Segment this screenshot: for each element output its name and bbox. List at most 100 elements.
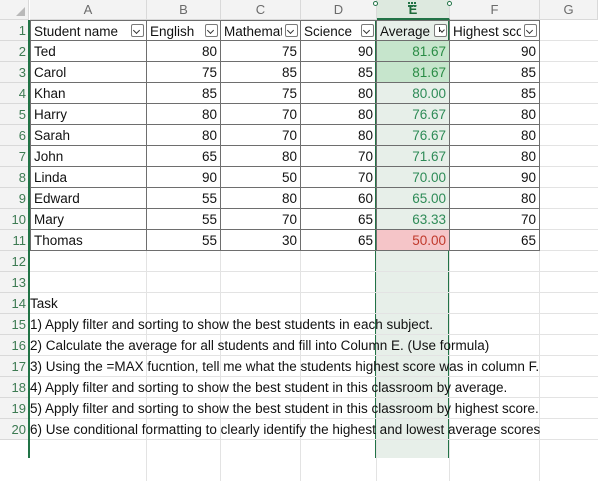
column-header-a[interactable]: A: [30, 0, 147, 20]
row-header-20[interactable]: 20: [0, 419, 29, 440]
highest-score-cell[interactable]: 80: [450, 188, 540, 209]
mathematics-cell[interactable]: 80: [221, 188, 301, 209]
column-drag-handle-icon[interactable]: [408, 2, 417, 8]
student-name-cell[interactable]: Carol: [30, 62, 147, 83]
science-cell[interactable]: 80: [301, 83, 377, 104]
row-header-11[interactable]: 11: [0, 230, 29, 251]
average-cell[interactable]: 81.67: [377, 62, 450, 83]
english-cell[interactable]: 55: [147, 230, 221, 251]
student-name-cell[interactable]: Harry: [30, 104, 147, 125]
student-name-cell[interactable]: Ted: [30, 41, 147, 62]
mathematics-cell[interactable]: 70: [221, 209, 301, 230]
student-name-cell[interactable]: Edward: [30, 188, 147, 209]
task-item[interactable]: 6) Use conditional formatting to clearly…: [30, 422, 541, 437]
highest-score-cell[interactable]: 65: [450, 230, 540, 251]
english-cell[interactable]: 90: [147, 167, 221, 188]
row-header-6[interactable]: 6: [0, 125, 29, 146]
row-header-15[interactable]: 15: [0, 314, 29, 335]
student-name-cell[interactable]: Khan: [30, 83, 147, 104]
task-item[interactable]: 2) Calculate the average for all student…: [30, 338, 490, 353]
row-header-3[interactable]: 3: [0, 62, 29, 83]
row-header-7[interactable]: 7: [0, 146, 29, 167]
highest-score-cell[interactable]: 85: [450, 83, 540, 104]
row-header-18[interactable]: 18: [0, 377, 29, 398]
science-cell[interactable]: 80: [301, 104, 377, 125]
task-item[interactable]: 4) Apply filter and sorting to show the …: [30, 380, 508, 395]
student-name-cell[interactable]: Sarah: [30, 125, 147, 146]
average-cell[interactable]: 80.00: [377, 83, 450, 104]
row-header-16[interactable]: 16: [0, 335, 29, 356]
row-header-4[interactable]: 4: [0, 83, 29, 104]
row-header-17[interactable]: 17: [0, 356, 29, 377]
english-cell[interactable]: 80: [147, 125, 221, 146]
student-name-cell[interactable]: Mary: [30, 209, 147, 230]
column-header-c[interactable]: C: [221, 0, 301, 20]
english-cell[interactable]: 65: [147, 146, 221, 167]
mathematics-cell[interactable]: 70: [221, 104, 301, 125]
row-header-14[interactable]: 14: [0, 293, 29, 314]
select-all-corner-icon[interactable]: [0, 0, 29, 20]
average-cell[interactable]: 76.67: [377, 125, 450, 146]
column-resize-handle-right[interactable]: [447, 1, 452, 6]
average-cell[interactable]: 65.00: [377, 188, 450, 209]
english-cell[interactable]: 80: [147, 41, 221, 62]
header-highest-score[interactable]: Highest score: [450, 20, 540, 41]
mathematics-cell[interactable]: 80: [221, 146, 301, 167]
science-cell[interactable]: 70: [301, 146, 377, 167]
highest-score-cell[interactable]: 80: [450, 146, 540, 167]
filter-dropdown-icon[interactable]: [285, 24, 298, 37]
science-cell[interactable]: 80: [301, 125, 377, 146]
column-resize-handle-left[interactable]: [373, 1, 378, 6]
row-header-9[interactable]: 9: [0, 188, 29, 209]
average-cell[interactable]: 70.00: [377, 167, 450, 188]
filter-dropdown-icon[interactable]: [205, 24, 218, 37]
column-header-e[interactable]: E: [377, 0, 450, 20]
student-name-cell[interactable]: Linda: [30, 167, 147, 188]
highest-score-cell[interactable]: 85: [450, 62, 540, 83]
english-cell[interactable]: 75: [147, 62, 221, 83]
task-title[interactable]: Task: [30, 296, 58, 311]
science-cell[interactable]: 65: [301, 209, 377, 230]
average-cell[interactable]: 50.00: [377, 230, 450, 251]
student-name-cell[interactable]: Thomas: [30, 230, 147, 251]
average-cell[interactable]: 76.67: [377, 104, 450, 125]
science-cell[interactable]: 60: [301, 188, 377, 209]
header-mathematics[interactable]: Mathematics: [221, 20, 301, 41]
average-cell[interactable]: 71.67: [377, 146, 450, 167]
highest-score-cell[interactable]: 70: [450, 209, 540, 230]
header-student-name[interactable]: Student name: [30, 20, 147, 41]
header-science[interactable]: Science: [301, 20, 377, 41]
mathematics-cell[interactable]: 30: [221, 230, 301, 251]
mathematics-cell[interactable]: 85: [221, 62, 301, 83]
mathematics-cell[interactable]: 75: [221, 83, 301, 104]
column-header-g[interactable]: G: [540, 0, 598, 20]
sort-descending-filter-icon[interactable]: [434, 24, 447, 37]
english-cell[interactable]: 80: [147, 104, 221, 125]
highest-score-cell[interactable]: 80: [450, 104, 540, 125]
header-english[interactable]: English: [147, 20, 221, 41]
highest-score-cell[interactable]: 90: [450, 41, 540, 62]
science-cell[interactable]: 70: [301, 167, 377, 188]
row-header-5[interactable]: 5: [0, 104, 29, 125]
row-header-13[interactable]: 13: [0, 272, 29, 293]
average-cell[interactable]: 63.33: [377, 209, 450, 230]
science-cell[interactable]: 85: [301, 62, 377, 83]
column-header-f[interactable]: F: [450, 0, 540, 20]
science-cell[interactable]: 65: [301, 230, 377, 251]
mathematics-cell[interactable]: 50: [221, 167, 301, 188]
task-item[interactable]: 3) Using the =MAX fucntion, tell me what…: [30, 359, 540, 374]
column-header-b[interactable]: B: [147, 0, 221, 20]
student-name-cell[interactable]: John: [30, 146, 147, 167]
highest-score-cell[interactable]: 90: [450, 167, 540, 188]
row-header-1[interactable]: 1: [0, 20, 29, 41]
task-item[interactable]: 5) Apply filter and sorting to show the …: [30, 401, 539, 416]
mathematics-cell[interactable]: 70: [221, 125, 301, 146]
row-header-2[interactable]: 2: [0, 41, 29, 62]
filter-dropdown-icon[interactable]: [131, 24, 144, 37]
row-header-12[interactable]: 12: [0, 251, 29, 272]
highest-score-cell[interactable]: 80: [450, 125, 540, 146]
science-cell[interactable]: 90: [301, 41, 377, 62]
filter-dropdown-icon[interactable]: [524, 24, 537, 37]
row-header-19[interactable]: 19: [0, 398, 29, 419]
